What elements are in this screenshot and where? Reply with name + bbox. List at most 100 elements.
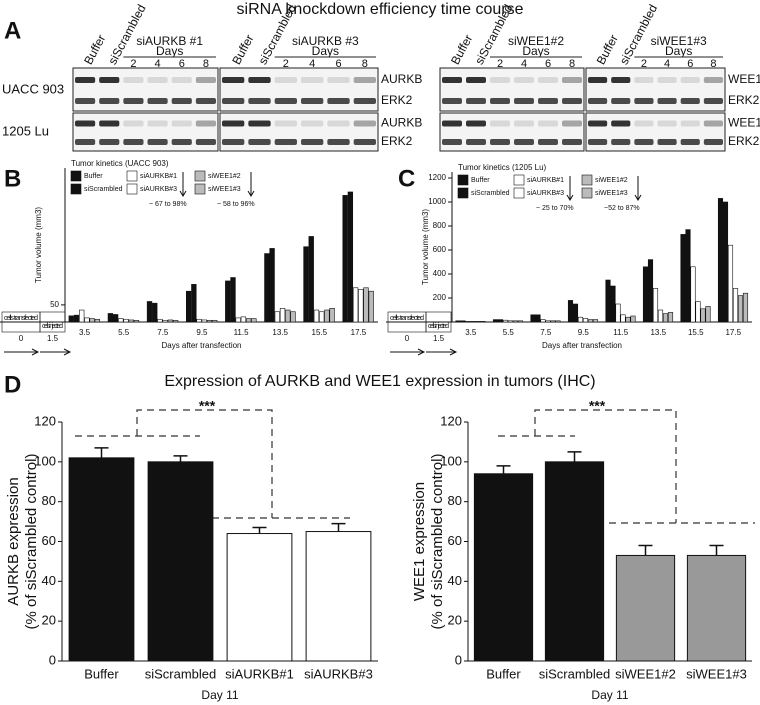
blot-band — [327, 139, 350, 145]
blot-band — [301, 139, 324, 145]
day-label: 8 — [362, 58, 368, 70]
significance-bracket — [75, 409, 350, 519]
days-label: Days — [312, 44, 339, 58]
bar — [226, 533, 293, 662]
blot-band — [99, 77, 120, 83]
day-label: 2 — [130, 58, 136, 70]
bar — [657, 309, 664, 323]
blot-band — [301, 120, 324, 127]
day-label: 6 — [545, 58, 551, 70]
bar — [324, 309, 330, 323]
x-tick-label: 15.5 — [312, 328, 328, 337]
bar — [279, 308, 286, 323]
bar — [342, 195, 348, 323]
blot-frame — [585, 112, 726, 152]
legend-swatch — [126, 170, 138, 182]
timeline-arrow — [426, 348, 458, 356]
y-tick-label: 0 — [455, 652, 462, 667]
bar — [152, 302, 158, 323]
x-tick-label: Buffer — [84, 666, 119, 681]
blot-band — [301, 98, 324, 104]
y-tick-label: 100 — [440, 453, 462, 468]
bar — [615, 303, 621, 323]
blot-band — [327, 120, 350, 127]
legend-label: siAURKB#1 — [527, 177, 564, 184]
bar — [587, 319, 594, 323]
panel-label: B — [4, 165, 21, 192]
bar — [667, 312, 674, 323]
bar — [662, 313, 669, 323]
y-axis-label: (% of siScrambled control) — [429, 454, 446, 630]
blot-band — [514, 139, 534, 145]
blot-band — [703, 120, 723, 127]
blot-band — [562, 77, 582, 83]
blot-band — [123, 139, 144, 145]
blot-band — [274, 98, 297, 104]
error-bar — [638, 544, 653, 556]
legend-label: Buffer — [84, 173, 103, 180]
blot-band — [588, 77, 608, 83]
panel-label: A — [4, 17, 21, 44]
x-tick-label: siWEE1#2 — [615, 666, 676, 681]
bar — [642, 266, 649, 323]
blot-band — [634, 120, 654, 127]
blot-band — [611, 120, 631, 127]
blot-band — [703, 139, 723, 145]
bar — [567, 300, 574, 323]
y-tick-label: 600 — [433, 245, 447, 254]
bar — [592, 319, 599, 323]
day-label: 2 — [497, 58, 503, 70]
cell-line: UACC 903 — [2, 81, 64, 96]
blot-band — [171, 77, 192, 83]
bar — [225, 280, 231, 323]
bar — [313, 309, 320, 323]
bar — [455, 320, 461, 323]
bar — [68, 315, 74, 323]
bar — [695, 301, 701, 323]
y-axis-label: AURKB expression — [5, 477, 22, 605]
blot-band — [195, 120, 216, 127]
y-tick-label: 20 — [448, 613, 462, 628]
timeline-arrow — [40, 348, 72, 356]
bar — [545, 320, 551, 323]
x-tick-label: 3.5 — [79, 328, 91, 337]
blot-band — [634, 139, 654, 145]
error-bar — [331, 522, 346, 532]
day-label: 8 — [569, 58, 575, 70]
blot-band — [588, 98, 608, 104]
legend-swatch — [513, 187, 525, 199]
timeline-tick: 0 — [405, 334, 410, 343]
lane-label: Buffer — [594, 32, 621, 67]
blot-band — [195, 77, 216, 83]
bar — [737, 295, 744, 323]
blot-band — [123, 77, 144, 83]
blot-band — [353, 98, 376, 104]
bar — [717, 198, 724, 323]
bar — [507, 320, 514, 323]
blot-band — [327, 98, 350, 104]
blot-band — [147, 98, 168, 104]
y-axis-label: Tumor volume (mm3) — [421, 209, 430, 285]
blot-band — [171, 139, 192, 145]
blot-band — [538, 139, 558, 145]
bar — [685, 229, 691, 323]
significance: *** — [589, 398, 606, 414]
blot-band — [147, 120, 168, 127]
blot-band — [538, 98, 558, 104]
chart-title: Tumor kinetics (UACC 903) — [71, 159, 169, 168]
blot-band — [611, 139, 631, 145]
blot-band — [99, 120, 120, 127]
timeline-tick: 1.5 — [47, 334, 59, 343]
blot-band — [680, 139, 700, 145]
x-tick-label: 5.5 — [118, 328, 130, 337]
bar — [285, 309, 291, 323]
x-tick-label: 13.5 — [272, 328, 288, 337]
annotation-arrow — [634, 176, 642, 201]
bar — [94, 318, 101, 323]
blot-band — [327, 77, 350, 83]
legend-swatch — [457, 187, 469, 199]
legend-swatch — [457, 174, 469, 186]
target-label: WEE1 — [728, 72, 760, 86]
bar — [305, 531, 372, 662]
legend-label: siScrambled — [471, 190, 510, 197]
